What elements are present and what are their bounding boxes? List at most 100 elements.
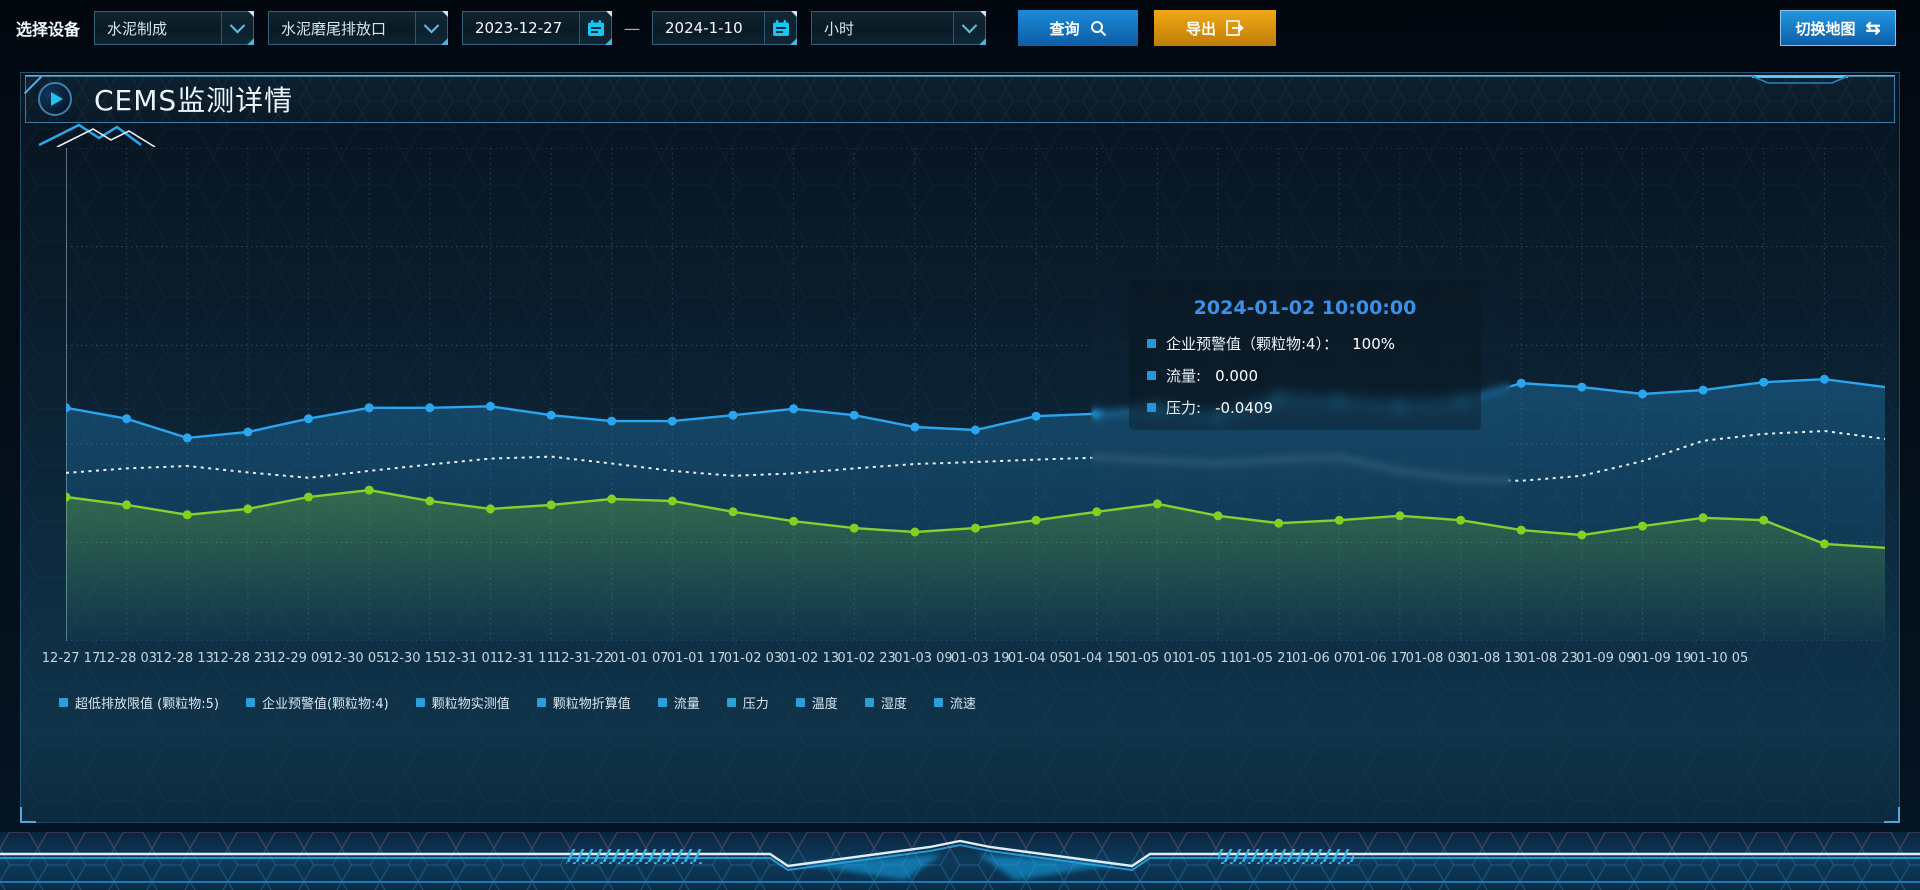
query-button[interactable]: 查询 [1018,10,1139,46]
swap-arrows-icon: ⇆ [1865,18,1881,38]
start-date-value: 2023-12-27 [475,19,563,37]
x-axis-label: 01-09 09 [1576,651,1635,666]
zigzag-decoration [38,123,156,147]
device-select[interactable]: 水泥制成 [94,11,255,45]
panel-corner-accent [20,807,36,823]
legend-item[interactable]: 颗粒物折算值 [536,693,631,712]
tooltip-series-label: 企业预警值（颗粒物:4）： [1166,335,1339,353]
tooltip-timestamp: 2024-01-02 10:00:00 [1193,297,1417,319]
legend-marker [795,698,805,707]
panel-header: CEMS监测详情 [23,75,1895,123]
legend-item[interactable]: 压力 [726,693,769,712]
tooltip-row: 企业预警值（颗粒物:4）： 100% [1129,333,1481,354]
end-date-picker[interactable]: 2024-1-10 [652,11,798,45]
query-button-label: 查询 [1049,20,1080,38]
legend-marker [657,698,667,707]
calendar-icon[interactable] [764,12,797,44]
legend-label: 温度 [811,697,838,712]
legend-label: 颗粒物实测值 [431,697,510,712]
legend-label: 湿度 [880,697,907,712]
legend-label: 超低排放限值 (颗粒物:5) [75,697,219,712]
legend-item[interactable]: 企业预警值(颗粒物:4) [245,693,389,712]
search-icon [1090,20,1106,36]
legend-item[interactable]: 颗粒物实测值 [415,693,510,712]
x-axis-label: 01-02 03 [723,651,783,666]
toolbar: 选择设备 水泥制成 水泥磨尾排放口 2023-12-27 — [0,0,1920,56]
legend-label: 流量 [673,697,700,712]
interval-select[interactable]: 小时 [811,11,987,45]
x-axis-label: 01-01 07 [610,651,669,666]
chevron-down-icon[interactable] [953,12,986,44]
chevron-down-icon[interactable] [221,12,254,44]
x-axis-label: 01-03 19 [951,651,1010,666]
legend-marker [726,698,736,707]
legend-item[interactable]: 湿度 [864,693,907,712]
x-axis-label: 01-08 03 [1405,651,1465,666]
tooltip-series-label: 流量: [1166,367,1202,385]
legend-label: 压力 [742,697,769,712]
tooltip-series-marker [1147,403,1156,412]
calendar-icon [772,20,789,36]
tooltip-series-value: 100% [1352,334,1395,353]
cems-line-chart[interactable] [66,148,1885,641]
chart-canvas[interactable] [66,148,1885,641]
legend-label: 颗粒物折算值 [552,697,631,712]
legend-label: 流速 [949,697,976,712]
legend-marker [864,698,874,707]
x-axis-label: 12-28 03 [98,651,158,666]
tooltip-series-value: -0.0409 [1215,398,1273,417]
chart-tooltip: 2024-01-02 10:00:00 企业预警值（颗粒物:4）： 100% 流量:… [1129,281,1481,430]
x-axis-label: 12-31 01 [439,651,499,666]
calendar-icon[interactable] [579,12,612,44]
x-axis-label: 12-31-22 [552,651,612,666]
x-axis: 12-27 17 12-28 03 12-28 13 12-28 23 12-29 09… [42,651,1885,669]
export-button[interactable]: 导出 [1154,10,1277,46]
x-axis-label: 01-02 13 [780,651,840,666]
tooltip-series-label: 压力: [1166,399,1202,417]
x-axis-label: 12-28 23 [212,651,271,666]
calendar-icon [587,20,604,36]
x-axis-label: 01-03 09 [894,651,953,666]
legend-marker [415,698,425,707]
x-axis-label: 01-05 21 [1235,651,1294,666]
legend-label: 企业预警值(颗粒物:4) [261,697,389,712]
x-axis-label: 12-28 13 [155,651,214,666]
chevron-down-icon[interactable] [415,12,448,44]
x-axis-label: 01-09 19 [1633,651,1692,666]
header-notch-decoration [1752,75,1848,84]
x-axis-label: 01-08 23 [1519,651,1578,666]
x-axis-label: 12-27 17 [41,651,101,666]
device-select-value: 水泥制成 [107,19,168,38]
x-axis-label: 01-04 15 [1064,651,1124,666]
outlet-select[interactable]: 水泥磨尾排放口 [268,11,449,45]
tooltip-series-marker [1147,371,1156,380]
date-range-separator: — [624,18,641,38]
switch-map-label: 切换地图 [1795,20,1856,38]
legend-marker [536,698,546,707]
tooltip-series-marker [1147,339,1156,348]
tooltip-row: 流量: 0.000 [1129,365,1481,386]
play-icon[interactable] [38,82,72,116]
switch-map-button[interactable]: 切换地图 ⇆ [1780,10,1896,46]
x-axis-label: 01-01 17 [666,651,726,666]
outlet-select-value: 水泥磨尾排放口 [281,19,387,38]
legend-item[interactable]: 温度 [795,693,838,712]
x-axis-label: 01-02 23 [837,651,896,666]
x-axis-label: 01-05 11 [1178,651,1237,666]
legend-item[interactable]: 流速 [933,693,976,712]
legend-item[interactable]: 流量 [657,693,700,712]
x-axis-label: 12-31 11 [496,651,555,666]
tooltip-row: 压力: -0.0409 [1129,397,1481,418]
x-axis-label: 12-30 05 [325,651,385,666]
legend-item[interactable]: 超低排放限值 (颗粒物:5) [59,693,219,712]
panel-corner-accent [1884,807,1900,823]
export-arrow-icon [1226,20,1244,36]
footer-tech-decoration [0,832,1920,890]
legend-marker [245,698,255,707]
x-axis-label: 01-06 17 [1348,651,1408,666]
legend-marker [59,698,68,707]
start-date-picker[interactable]: 2023-12-27 [462,11,613,45]
header-hex-pattern [26,76,1894,122]
x-axis-label: 12-30 15 [382,651,442,666]
